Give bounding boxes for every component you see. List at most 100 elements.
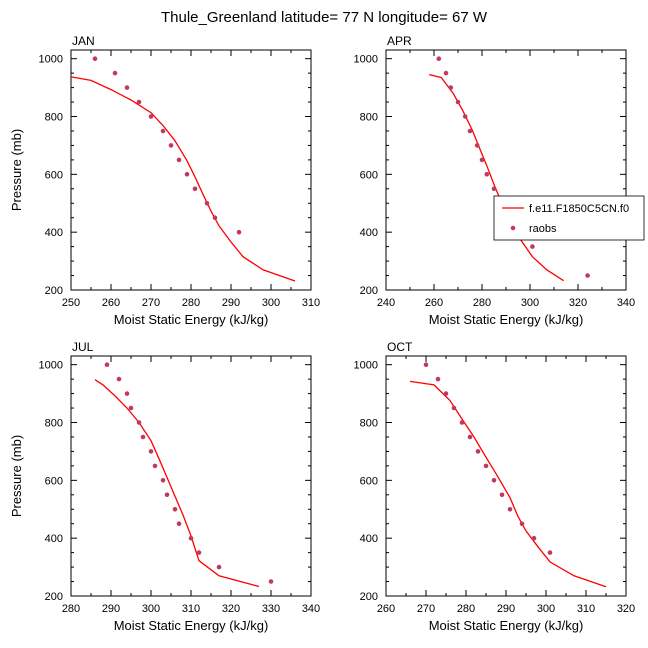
data-point-raobs [136,420,142,425]
data-point-raobs [212,215,218,220]
legend: f.e11.F1850C5CN.f0 raobs [493,195,645,241]
y-tick-label: 400 [360,227,378,239]
x-tick-label: 340 [617,297,635,309]
data-point-raobs [475,449,481,454]
legend-label-raobs: raobs [529,223,557,235]
x-tick-label: 320 [617,603,635,615]
data-point-raobs [491,186,497,192]
series-line-model [70,76,296,282]
data-point-raobs [443,391,449,396]
data-point-raobs [483,463,489,469]
data-point-raobs [148,114,154,119]
x-tick-label: 310 [182,603,200,615]
y-tick-label: 1000 [39,360,63,372]
data-point-raobs [184,172,190,177]
y-tick-label: 400 [360,533,378,545]
panel-label: JAN [72,34,95,48]
x-axis-label: Moist Static Energy (kJ/kg) [429,312,584,327]
plot-frame [385,355,627,597]
data-point-raobs [116,376,122,382]
data-point-raobs [124,391,130,396]
y-tick-label: 800 [45,418,63,430]
y-tick-label: 800 [360,112,378,124]
data-point-raobs [176,521,182,526]
y-tick-label: 800 [360,418,378,430]
y-axis-label: Pressure (mb) [9,435,24,517]
x-axis-label: Moist Static Energy (kJ/kg) [429,618,584,633]
legend-label-model: f.e11.F1850C5CN.f0 [529,203,629,215]
y-tick-label: 1000 [354,54,378,66]
legend-marker-swatch [510,225,516,231]
x-tick-label: 260 [102,297,120,309]
y-tick-label: 600 [360,475,378,487]
data-point-raobs [112,70,118,76]
x-tick-label: 300 [262,297,280,309]
data-point-raobs [459,420,465,425]
data-point-raobs [136,99,142,105]
data-point-raobs [160,478,166,483]
data-point-raobs [124,85,130,90]
data-point-raobs [479,157,485,163]
data-point-raobs [455,99,461,105]
x-tick-label: 310 [577,603,595,615]
x-tick-label: 280 [182,297,200,309]
y-tick-label: 200 [360,285,378,297]
x-tick-label: 300 [537,603,555,615]
x-tick-label: 290 [222,297,240,309]
y-tick-label: 1000 [39,54,63,66]
x-tick-label: 250 [62,297,80,309]
data-point-raobs [462,114,468,119]
x-tick-label: 270 [142,297,160,309]
data-point-raobs [507,507,513,512]
y-tick-label: 800 [45,112,63,124]
x-tick-label: 260 [425,297,443,309]
y-tick-label: 400 [45,227,63,239]
data-point-raobs [499,492,505,498]
x-axis-label: Moist Static Energy (kJ/kg) [114,618,269,633]
plot-frame [70,355,312,597]
panel-jul: JUL 280 290 300 310 320 330 340 200 400 600 800 1000… [9,340,320,633]
data-point-raobs [268,579,274,584]
data-point-raobs [474,143,480,148]
series-line-model [409,380,607,588]
data-point-raobs [104,362,110,368]
data-point-raobs [92,56,98,61]
data-point-raobs [443,70,449,76]
data-point-raobs [491,478,497,483]
data-point-raobs [436,56,442,61]
series-line-model [94,379,260,588]
panel-oct: OCT 260 270 280 290 300 310 320 200 400 600 800 1000… [354,340,636,633]
x-tick-label: 280 [473,297,491,309]
x-tick-label: 300 [142,603,160,615]
y-axis-label: Pressure (mb) [9,129,24,211]
x-tick-label: 260 [377,603,395,615]
data-point-raobs [585,273,590,278]
data-point-raobs [192,186,198,192]
data-point-raobs [519,521,525,526]
data-point-raobs [547,550,553,555]
x-tick-label: 270 [417,603,435,615]
data-point-raobs [423,362,429,368]
data-point-raobs [236,229,242,235]
y-tick-label: 200 [360,591,378,603]
series-line-model [429,73,564,282]
y-tick-label: 200 [45,591,63,603]
data-point-raobs [176,157,182,163]
panel-label: JUL [72,340,94,354]
panel-label: OCT [387,340,413,354]
y-tick-label: 1000 [354,360,378,372]
data-point-raobs [128,405,134,411]
plot-frame [385,49,627,291]
figure-title: Thule_Greenland latitude= 77 N longitude… [161,9,488,26]
y-tick-label: 600 [45,475,63,487]
x-tick-label: 340 [302,603,320,615]
y-tick-label: 600 [360,169,378,181]
x-tick-label: 280 [62,603,80,615]
panel-jan: JAN 250 260 270 280 290 300 310 200 400 600 800 1000… [9,34,320,327]
data-point-raobs [435,376,441,382]
x-tick-label: 240 [377,297,395,309]
x-tick-label: 290 [102,603,120,615]
x-tick-label: 300 [521,297,539,309]
data-point-raobs [164,492,170,498]
